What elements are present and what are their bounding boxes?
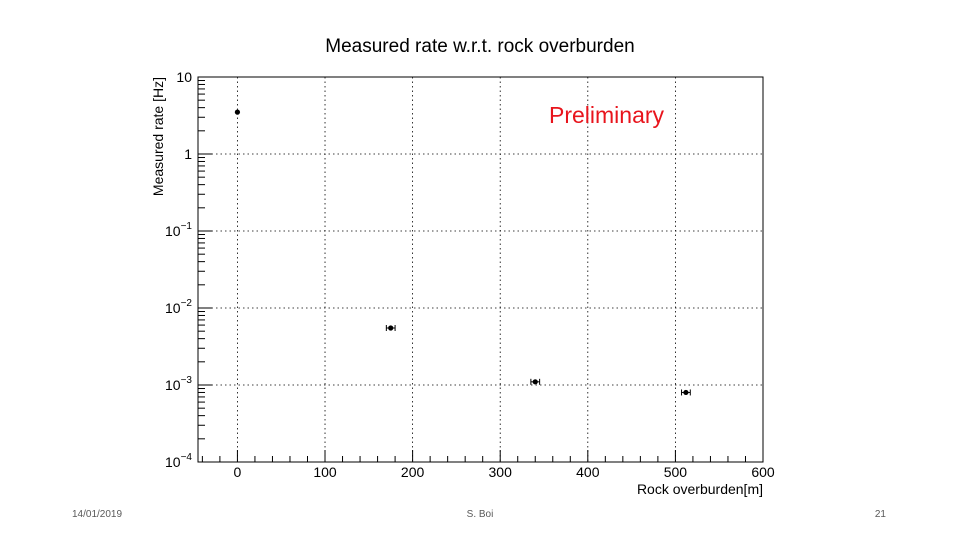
y-tick-exponent: −1	[181, 221, 193, 232]
footer-date: 14/01/2019	[72, 509, 123, 520]
axis-ticks	[198, 76, 764, 463]
data-point	[234, 109, 241, 115]
y-tick-label: 10−4	[165, 452, 192, 470]
chart-title: Measured rate w.r.t. rock overburden	[325, 36, 635, 57]
x-tick-label: 500	[664, 464, 688, 480]
y-tick-label: 10−1	[165, 221, 192, 239]
x-tick-label: 400	[576, 464, 600, 480]
x-tick-label: 300	[489, 464, 513, 480]
y-tick-exponent: −4	[181, 452, 193, 463]
y-tick-label: 1	[184, 146, 192, 162]
data-points	[234, 109, 691, 396]
y-tick-label: 10−3	[165, 375, 192, 393]
preliminary-annotation: Preliminary	[549, 102, 665, 128]
y-tick-base: 1	[184, 146, 192, 162]
footer-page-number: 21	[874, 509, 886, 520]
y-tick-exponent: −3	[181, 375, 193, 386]
y-tick-base: 10	[165, 454, 181, 470]
plot-frame	[197, 76, 764, 463]
data-point	[683, 389, 689, 396]
y-tick-base: 10	[176, 69, 192, 85]
x-tick-label: 0	[234, 464, 242, 480]
x-tick-label: 600	[751, 464, 775, 480]
x-tick-label: 200	[401, 464, 425, 480]
grid-lines	[198, 76, 764, 463]
y-tick-label: 10	[176, 69, 192, 85]
x-axis-label: Rock overburden[m]	[637, 481, 763, 497]
data-point	[532, 379, 538, 385]
y-axis-label: Measured rate [Hz]	[150, 77, 166, 196]
y-tick-base: 10	[165, 300, 181, 316]
footer-author: S. Boi	[466, 509, 494, 520]
y-tick-label: 10−2	[165, 298, 192, 316]
x-tick-label: 100	[313, 464, 337, 480]
y-tick-base: 10	[165, 377, 181, 393]
y-tick-exponent: −2	[181, 298, 193, 309]
y-tick-base: 10	[165, 223, 181, 239]
data-point	[388, 325, 394, 331]
